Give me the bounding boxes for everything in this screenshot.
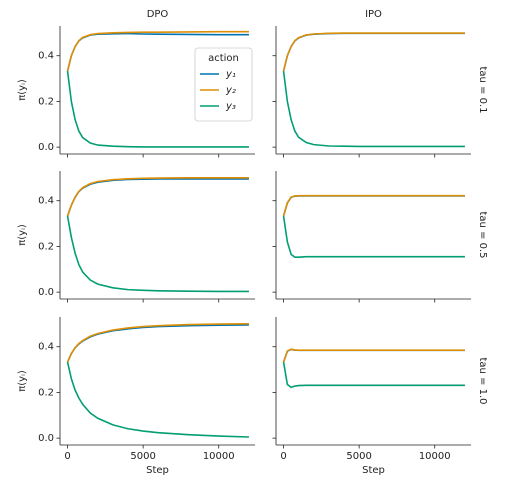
y-tick-label: 0.0: [38, 287, 54, 298]
series-line: [282, 194, 465, 217]
series-line: [282, 195, 465, 217]
series-line: [66, 177, 249, 217]
series-line: [282, 32, 465, 72]
x-tick-label: 0: [64, 451, 70, 462]
y-tick-label: 0.4: [38, 196, 54, 207]
series-line: [66, 30, 249, 72]
legend-label: y₂: [225, 85, 236, 96]
series-line: [66, 178, 249, 217]
row-label: tau = 0.5: [477, 211, 488, 258]
series-line: [282, 32, 465, 72]
x-tick-label: 10000: [419, 451, 451, 462]
facet-title: DPO: [147, 9, 169, 20]
series-line: [282, 361, 465, 389]
series-line: [282, 348, 465, 363]
series-line: [66, 215, 249, 293]
legend-label: y₃: [225, 101, 236, 112]
series-line: [66, 361, 249, 438]
y-tick-label: 0.0: [38, 433, 54, 444]
y-axis-label: π(yᵢ): [17, 79, 28, 101]
facet-title: IPO: [365, 9, 382, 20]
x-tick-label: 5000: [346, 451, 371, 462]
series-line: [282, 348, 465, 363]
x-tick-label: 5000: [130, 451, 155, 462]
legend-box: [194, 47, 253, 122]
y-tick-label: 0.0: [38, 142, 54, 153]
y-tick-label: 0.4: [38, 342, 54, 353]
y-tick-label: 0.2: [38, 96, 54, 107]
legend-label: y₁: [225, 69, 236, 80]
series-line: [282, 215, 465, 258]
x-tick-label: 0: [280, 451, 286, 462]
y-axis-label: π(yᵢ): [17, 224, 28, 246]
y-axis-label: π(yᵢ): [17, 370, 28, 392]
x-tick-label: 10000: [203, 451, 235, 462]
series-line: [66, 70, 249, 148]
series-line: [282, 70, 465, 148]
y-tick-label: 0.2: [38, 387, 54, 398]
series-line: [66, 324, 249, 363]
row-label: tau = 1.0: [477, 357, 488, 404]
row-label: tau = 0.1: [477, 66, 488, 113]
series-line: [66, 323, 249, 363]
y-tick-label: 0.4: [38, 51, 54, 62]
legend-title: action: [208, 53, 239, 64]
x-axis-label: Step: [146, 465, 169, 476]
x-axis-label: Step: [362, 465, 385, 476]
y-tick-label: 0.2: [38, 241, 54, 252]
